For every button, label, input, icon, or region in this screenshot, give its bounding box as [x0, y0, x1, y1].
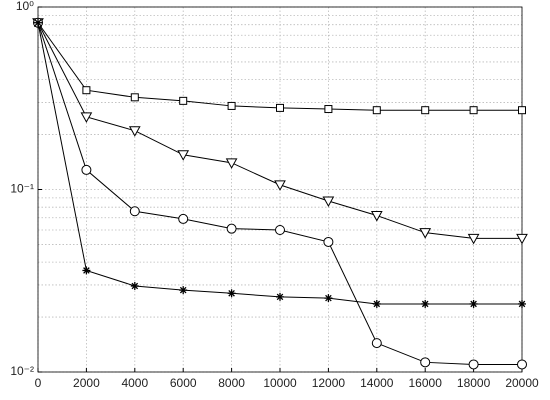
marker — [370, 211, 383, 222]
x-tick-label: 12000 — [312, 376, 346, 390]
x-tick-label: 14000 — [360, 376, 394, 390]
star-stroke — [518, 300, 526, 308]
marker — [226, 223, 237, 234]
marker — [467, 233, 480, 245]
star-stroke — [83, 267, 90, 274]
marker — [130, 281, 139, 290]
y-tick-label: 10⁻¹ — [10, 182, 34, 196]
x-tick-label: 18000 — [457, 376, 491, 390]
star-stroke — [34, 19, 42, 27]
marker — [129, 206, 140, 217]
star-stroke — [131, 282, 139, 290]
marker — [518, 299, 526, 308]
marker — [130, 93, 139, 102]
marker — [82, 266, 91, 275]
marker — [128, 126, 141, 137]
marker — [34, 18, 42, 27]
marker — [276, 103, 284, 112]
marker — [372, 299, 381, 308]
marker — [80, 112, 93, 123]
star-stroke — [373, 300, 381, 308]
x-tick-label: 8000 — [218, 376, 245, 390]
marker — [516, 233, 528, 245]
x-tick-label: 0 — [35, 376, 42, 390]
x-tick-label: 16000 — [409, 376, 443, 390]
marker — [518, 106, 526, 115]
marker — [225, 158, 238, 169]
axes-box — [37, 6, 523, 373]
star-stroke — [276, 293, 284, 301]
marker — [468, 359, 479, 370]
x-tick-label: 2000 — [73, 376, 100, 390]
marker — [469, 299, 478, 308]
x-tick-label: 20000 — [505, 376, 539, 390]
marker — [419, 228, 432, 239]
star-stroke — [228, 289, 235, 297]
marker — [421, 299, 430, 308]
marker — [469, 106, 478, 115]
marker — [275, 224, 285, 235]
marker — [274, 180, 286, 191]
marker — [82, 86, 91, 95]
marker — [421, 106, 430, 115]
star-stroke — [325, 294, 332, 302]
marker — [227, 289, 236, 298]
x-tick-label: 4000 — [121, 376, 148, 390]
marker — [81, 164, 92, 175]
marker — [177, 150, 190, 161]
marker — [323, 236, 334, 247]
marker — [324, 105, 333, 114]
marker — [322, 196, 335, 208]
marker — [517, 359, 527, 370]
star-stroke — [179, 286, 187, 294]
star-stroke — [421, 300, 429, 308]
marker — [420, 357, 431, 368]
y-tick-label: 10⁰ — [16, 0, 34, 13]
y-tick-label: 10⁻² — [10, 364, 34, 378]
marker — [371, 338, 382, 349]
x-tick-label: 6000 — [170, 376, 197, 390]
marker — [372, 106, 381, 115]
marker — [324, 294, 333, 303]
marker — [276, 292, 284, 301]
marker — [179, 96, 188, 105]
star-stroke — [470, 300, 477, 308]
marker — [179, 286, 188, 295]
marker — [227, 101, 236, 110]
marker — [178, 213, 189, 224]
x-tick-label: 10000 — [263, 376, 297, 390]
